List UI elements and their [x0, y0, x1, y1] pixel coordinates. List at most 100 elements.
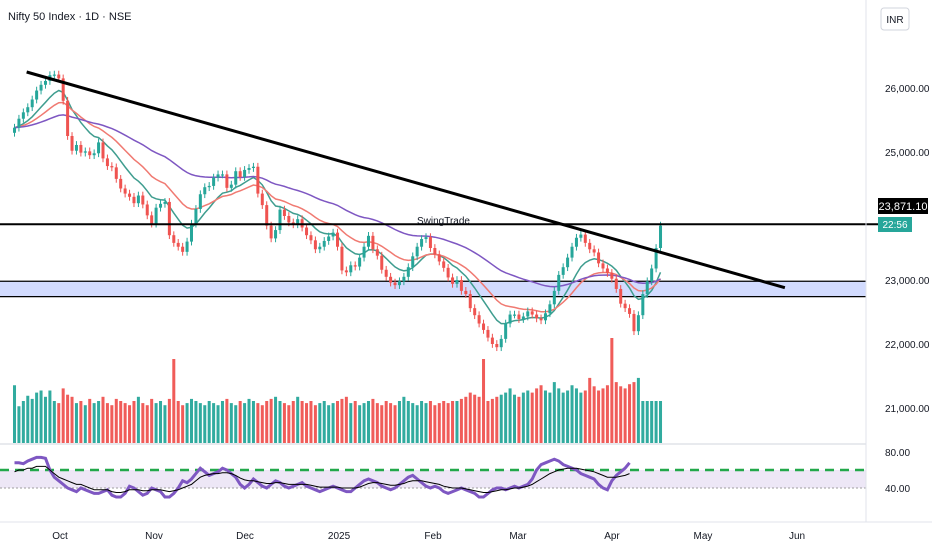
volume-bar: [229, 403, 233, 443]
volume-bar: [446, 403, 450, 443]
volume-bar: [535, 388, 539, 443]
volume-bar: [212, 403, 216, 443]
candle-body: [428, 237, 432, 248]
last-price-label: 23,871.10: [879, 201, 928, 213]
candle-body: [194, 208, 198, 224]
volume-bar: [163, 405, 167, 443]
volume-bar: [623, 388, 627, 443]
volume-bar: [26, 395, 30, 443]
volume-bar: [344, 396, 348, 443]
volume-bar: [349, 403, 353, 443]
volume-bar: [397, 401, 401, 443]
volume-bar: [313, 405, 317, 443]
volume-bar: [13, 385, 17, 443]
volume-bar: [579, 392, 583, 443]
rsi-band: [0, 470, 866, 488]
volume-bar: [269, 398, 273, 443]
candle-body: [331, 232, 335, 237]
candle-body: [198, 194, 202, 209]
candle-body: [442, 261, 446, 268]
last-price-tag: [878, 198, 928, 214]
volume-bar: [451, 401, 455, 443]
volume-bar: [198, 403, 202, 443]
candle-body: [490, 337, 494, 344]
candle-body: [397, 281, 401, 286]
volume-bar: [512, 394, 517, 443]
candle-body: [424, 237, 428, 240]
volume-bar: [136, 396, 140, 443]
volume-bar: [486, 401, 490, 443]
volume-bar: [561, 392, 565, 443]
volume-bar: [632, 382, 636, 443]
volume-bar: [402, 396, 406, 443]
candle-body: [535, 314, 539, 319]
volume-bar: [39, 390, 43, 443]
watermark-text: SwingTrade: [417, 216, 470, 227]
candle-body: [473, 308, 477, 316]
volume-bar: [167, 398, 171, 443]
volume-bar: [97, 401, 101, 443]
candle-body: [601, 263, 605, 269]
volume-bar: [119, 401, 123, 443]
volume-bar: [424, 403, 428, 443]
candle-body: [557, 274, 561, 291]
volume-bar: [468, 392, 472, 443]
time-tick-label: May: [694, 531, 713, 542]
candle-body: [632, 313, 636, 332]
candle-body: [486, 329, 490, 338]
volume-bar: [517, 396, 521, 443]
volume-bar: [601, 388, 605, 443]
chart-title: Nifty 50 Index · 1D · NSE: [8, 11, 132, 23]
candle-body: [526, 311, 530, 317]
volume-bar: [415, 405, 419, 443]
volume-bar: [548, 392, 552, 443]
volume-bar: [265, 401, 269, 443]
volume-bar: [597, 390, 601, 443]
candle-body: [256, 166, 260, 194]
candle-body: [207, 185, 211, 188]
volume-bar: [641, 401, 645, 443]
candle-body: [52, 74, 56, 76]
currency-badge[interactable]: [880, 7, 910, 31]
volume-bar: [504, 392, 508, 443]
rsi-line: [14, 455, 631, 499]
volume-bar: [176, 401, 180, 443]
candle-body: [172, 235, 176, 243]
candle-body: [583, 234, 587, 243]
volume-bar: [216, 405, 220, 443]
candle-body: [203, 187, 207, 195]
time-tick-label: Nov: [145, 531, 163, 542]
volume-bar: [207, 401, 211, 443]
rsi-tick-label: 80.00: [885, 448, 910, 459]
volume-bar: [636, 377, 640, 443]
price-tick-label: 23,000.00: [885, 276, 930, 287]
volume-bar: [539, 385, 543, 443]
volume-bar: [35, 392, 39, 443]
candle-body: [163, 201, 167, 204]
candle-body: [141, 195, 145, 205]
candle-body: [437, 254, 441, 262]
volume-bar: [380, 405, 384, 443]
candle-body: [216, 174, 220, 178]
candle-body: [110, 166, 114, 168]
candle-body: [305, 227, 309, 236]
drawn-lines[interactable]: [0, 70, 878, 290]
candle-body: [610, 272, 614, 279]
candle-body: [623, 303, 627, 309]
volume-bar: [433, 405, 437, 443]
candle-body: [145, 204, 149, 216]
candle-body: [247, 168, 251, 170]
volume-bar: [247, 398, 251, 443]
candle-body: [393, 282, 397, 286]
time-tick-label: Jun: [789, 531, 805, 542]
candle-body: [181, 246, 185, 252]
volume-bar: [336, 401, 340, 443]
volume-bar: [473, 394, 477, 443]
volume-bar: [614, 382, 618, 443]
volume-bar: [70, 396, 74, 443]
candle-body: [477, 315, 481, 324]
candle-body: [619, 288, 623, 304]
candle-body: [628, 308, 632, 314]
